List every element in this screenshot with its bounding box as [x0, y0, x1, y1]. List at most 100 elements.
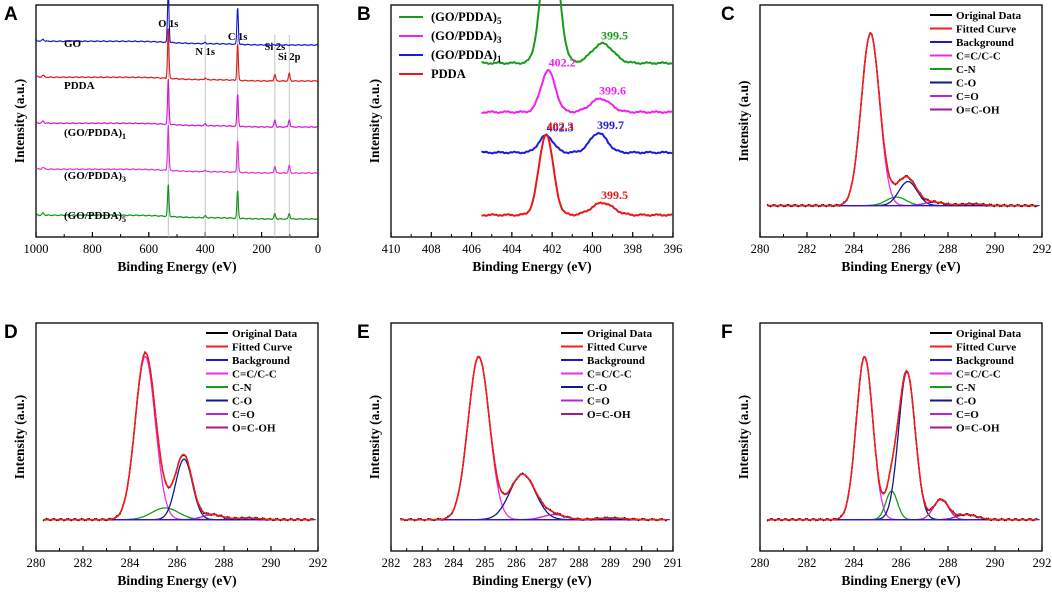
x-tick-label: 290: [986, 242, 1005, 256]
x-tick-label: 289: [601, 556, 620, 570]
series-label: (GO/PDDA)5: [64, 210, 126, 224]
legend-label: O=C-OH: [232, 423, 276, 435]
legend-label: Fitted Curve: [956, 342, 1016, 354]
panel-letter: B: [357, 4, 371, 25]
legend-label: C-O: [956, 78, 977, 90]
component-curve: [64, 507, 314, 521]
panel-d: 280 282 284 286 288 290 292 Binding Energy (eV)…: [4, 322, 327, 588]
x-tick-label: 286: [507, 556, 526, 570]
x-tick-label: 284: [121, 556, 141, 570]
x-tick-label: 286: [168, 556, 187, 570]
legend-label: Fitted Curve: [587, 342, 647, 354]
peak-label: 402.3: [547, 119, 574, 133]
x-axis-label: Binding Energy (eV): [117, 259, 236, 274]
x-tick-label: 291: [664, 556, 683, 570]
component-curve: [788, 490, 1038, 521]
peak-label: 402.3: [547, 120, 574, 134]
y-axis-label: Intensity (a.u.): [736, 395, 751, 479]
legend-label: C=C/C-C: [956, 51, 1001, 63]
legend-label: C-O: [956, 396, 977, 408]
legend-label: Original Data: [587, 328, 653, 340]
x-tick-label: 292: [1033, 242, 1052, 256]
legend-label: C=C/C-C: [232, 369, 277, 381]
y-axis-label: Intensity (a.u.): [12, 395, 27, 479]
component-curve: [428, 473, 667, 521]
legend-label: C-O: [232, 396, 253, 408]
y-axis-label: Intensity (a.u.): [367, 79, 382, 163]
x-axis-label: Binding Energy (eV): [117, 573, 236, 588]
original-data-line: [400, 355, 668, 522]
legend-label: C=O: [956, 91, 979, 103]
peak-label: 399.6: [599, 84, 626, 98]
x-tick-label: 400: [196, 242, 215, 256]
peak-label: 399.7: [597, 118, 624, 132]
legend-label: C=C/C-C: [956, 369, 1001, 381]
x-tick-label: 406: [462, 242, 481, 256]
y-axis-label: Intensity (a.u): [736, 80, 751, 161]
y-axis-label: Intensity (a.u.): [12, 79, 27, 163]
legend-label: C=C/C-C: [587, 369, 632, 381]
x-axis-label: Binding Energy (eV): [841, 259, 960, 274]
n1s-spectrum-line: [481, 131, 673, 155]
x-tick-label: 396: [664, 242, 683, 256]
fitted-curve-line: [400, 355, 667, 521]
original-data-line: [766, 356, 1038, 522]
x-axis-label: Binding Energy (eV): [841, 573, 960, 588]
series-label: PDDA: [64, 80, 95, 92]
x-tick-label: 800: [83, 242, 102, 256]
legend-label: (GO/PDDA)3: [431, 29, 502, 45]
peak-label: 399.5: [601, 188, 628, 202]
x-tick-label: 282: [798, 242, 817, 256]
peak-label: 399.5: [601, 29, 628, 43]
legend-label: Fitted Curve: [956, 24, 1016, 36]
legend-label: O=C-OH: [956, 423, 1000, 435]
component-curve: [788, 371, 1038, 521]
x-tick-label: 290: [986, 556, 1005, 570]
peak-annotation: Si 2s: [264, 42, 285, 53]
fitted-curve-line: [767, 356, 1038, 521]
x-tick-label: 280: [751, 242, 770, 256]
legend-label: C-O: [587, 382, 608, 394]
panel-letter: D: [4, 322, 18, 343]
x-tick-label: 286: [892, 556, 911, 570]
series-label: (GO/PDDA)1: [64, 127, 126, 141]
panel-b: 410 408 406 404 402 400 398 396 Binding Energy (…: [357, 0, 682, 274]
panel-letter: C: [721, 4, 735, 25]
legend-label: C=O: [587, 396, 610, 408]
legend-label: Background: [587, 355, 645, 367]
x-tick-label: 290: [262, 556, 281, 570]
x-tick-label: 285: [476, 556, 495, 570]
n1s-spectrum-line: [481, 0, 673, 66]
n1s-spectrum-line: [481, 133, 673, 217]
x-tick-label: 400: [583, 242, 602, 256]
component-curve: [64, 356, 314, 521]
legend-label: Fitted Curve: [232, 342, 292, 354]
x-axis-label: Binding Energy (eV): [472, 259, 591, 274]
panel-letter: E: [357, 322, 370, 343]
component-curve: [788, 498, 1038, 521]
x-tick-label: 402: [543, 242, 562, 256]
legend-label: Original Data: [956, 10, 1022, 22]
x-tick-label: 0: [315, 242, 321, 256]
survey-spectrum-line: [35, 79, 318, 129]
legend-label: C-N: [956, 382, 976, 394]
legend-label: Background: [232, 355, 290, 367]
x-tick-label: 288: [939, 242, 958, 256]
legend-label: O=C-OH: [587, 409, 631, 421]
series-label: (GO/PDDA)3: [64, 170, 126, 184]
panel-f: 280 282 284 286 288 290 292 Binding Energy (eV)…: [721, 322, 1051, 588]
x-tick-label: 410: [382, 242, 401, 256]
x-tick-label: 287: [538, 556, 557, 570]
x-tick-label: 600: [139, 242, 158, 256]
series-label: GO: [64, 38, 82, 50]
x-tick-label: 283: [413, 556, 432, 570]
x-tick-label: 284: [845, 242, 865, 256]
legend-label: PDDA: [431, 67, 466, 81]
peak-label: 402.2: [549, 55, 576, 69]
x-axis-label: Binding Energy (eV): [472, 573, 591, 588]
x-tick-label: 404: [502, 242, 522, 256]
peak-annotation: Si 2p: [278, 52, 301, 63]
x-tick-label: 280: [27, 556, 46, 570]
panel-e: 282 283 284 285 286 287 288 289 290 291 Binding En…: [357, 322, 682, 588]
